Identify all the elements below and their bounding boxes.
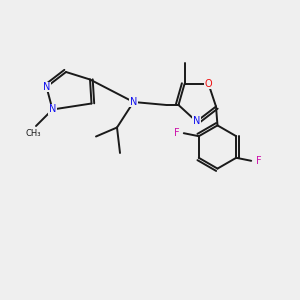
Text: N: N: [193, 116, 200, 127]
Text: N: N: [49, 104, 56, 115]
Text: N: N: [43, 82, 50, 92]
Text: O: O: [205, 79, 212, 89]
Text: CH₃: CH₃: [25, 129, 41, 138]
Text: F: F: [174, 128, 179, 138]
Text: F: F: [256, 156, 261, 166]
Text: N: N: [130, 97, 137, 107]
